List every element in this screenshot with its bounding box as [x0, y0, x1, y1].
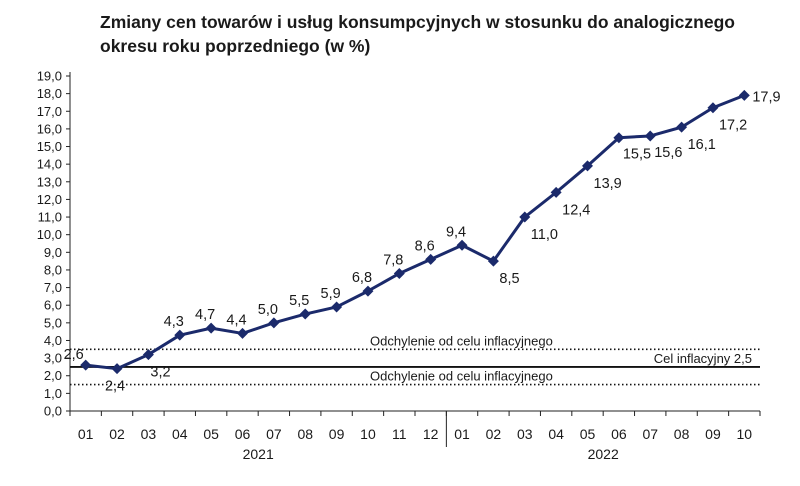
data-point-marker — [425, 253, 437, 265]
data-label: 8,5 — [499, 271, 519, 287]
data-point-marker — [738, 89, 750, 101]
data-point-marker — [331, 301, 343, 313]
x-tick-label: 05 — [580, 426, 596, 442]
x-tick-label: 10 — [737, 426, 753, 442]
x-tick-label: 01 — [78, 426, 94, 442]
data-point-marker — [237, 327, 248, 339]
data-point-marker — [268, 317, 280, 329]
y-tick-label: 3,0 — [44, 351, 62, 366]
data-point-marker — [299, 308, 311, 320]
data-point-marker — [111, 363, 123, 375]
x-tick-label: 11 — [392, 426, 407, 442]
y-tick-label: 19,0 — [37, 69, 62, 84]
y-tick-label: 14,0 — [37, 157, 62, 172]
x-tick-label: 06 — [611, 426, 627, 442]
x-tick-label: 06 — [235, 426, 251, 442]
data-label: 3,2 — [150, 365, 170, 381]
data-label: 17,2 — [719, 118, 747, 134]
x-tick-label: 08 — [674, 426, 690, 442]
y-tick-label: 4,0 — [44, 333, 62, 348]
y-tick-label: 12,0 — [37, 192, 62, 207]
data-label: 17,9 — [752, 89, 780, 105]
data-point-marker — [362, 285, 374, 297]
y-tick-label: 18,0 — [37, 86, 62, 101]
data-point-marker — [142, 349, 154, 361]
x-tick-label: 05 — [203, 426, 219, 442]
y-tick-label: 10,0 — [37, 227, 62, 242]
data-point-marker — [174, 329, 186, 341]
x-tick-label: 02 — [109, 426, 125, 442]
data-label: 2,6 — [64, 347, 84, 363]
y-tick-label: 7,0 — [44, 280, 62, 295]
data-point-marker — [80, 359, 92, 371]
data-point-marker — [582, 160, 593, 172]
reference-line-label: Odchylenie od celu inflacyjnego — [370, 369, 553, 384]
x-year-label: 2021 — [243, 446, 274, 462]
data-label: 4,3 — [164, 314, 184, 330]
data-label: 7,8 — [383, 252, 403, 268]
chart-title-line1: Zmiany cen towarów i usług konsumpcyjnyc… — [100, 12, 735, 32]
y-tick-label: 6,0 — [44, 298, 62, 313]
x-tick-label: 04 — [548, 426, 564, 442]
y-tick-label: 16,0 — [37, 121, 62, 136]
data-label: 16,1 — [688, 137, 716, 153]
data-label: 6,8 — [352, 270, 372, 286]
y-tick-label: 11,0 — [38, 210, 62, 225]
data-label: 5,5 — [289, 293, 309, 309]
y-tick-label: 1,0 — [44, 386, 62, 401]
y-tick-label: 17,0 — [37, 104, 62, 119]
data-label: 4,7 — [195, 307, 215, 323]
data-label: 13,9 — [594, 176, 622, 192]
x-year-label: 2022 — [588, 446, 619, 462]
x-tick-label: 01 — [454, 426, 470, 442]
y-tick-label: 5,0 — [44, 315, 62, 330]
data-point-marker — [205, 322, 217, 334]
data-point-marker — [676, 121, 688, 133]
x-tick-label: 09 — [329, 426, 345, 442]
data-point-marker — [487, 255, 499, 267]
y-tick-label: 13,0 — [37, 174, 62, 189]
x-tick-label: 04 — [172, 426, 188, 442]
data-point-marker — [393, 267, 405, 279]
y-tick-label: 15,0 — [37, 139, 62, 154]
data-point-marker — [707, 102, 719, 114]
y-tick-label: 0,0 — [44, 404, 62, 419]
x-tick-label: 08 — [297, 426, 313, 442]
y-tick-label: 2,0 — [44, 368, 62, 383]
chart-title: Zmiany cen towarów i usług konsumpcyjnyc… — [100, 10, 790, 58]
x-tick-label: 10 — [360, 426, 376, 442]
data-point-marker — [644, 130, 656, 142]
data-label: 15,6 — [654, 145, 682, 161]
data-label: 8,6 — [415, 238, 435, 254]
x-tick-label: 09 — [705, 426, 721, 442]
series-line — [85, 93, 745, 371]
data-point-marker — [613, 132, 625, 144]
data-label: 2,4 — [105, 379, 125, 395]
data-point-marker — [550, 186, 562, 198]
reference-line-label: Cel inflacyjny 2,5 — [654, 351, 752, 366]
data-label: 5,9 — [321, 286, 341, 302]
reference-line-label: Odchylenie od celu inflacyjnego — [370, 333, 553, 348]
data-label: 9,4 — [446, 224, 466, 240]
data-label: 15,5 — [623, 147, 651, 163]
x-tick-label: 12 — [423, 426, 439, 442]
data-label: 11,0 — [531, 227, 558, 243]
x-tick-label: 07 — [266, 426, 282, 442]
data-label: 12,4 — [562, 202, 590, 218]
data-point-marker — [519, 211, 531, 223]
x-tick-label: 07 — [642, 426, 658, 442]
x-tick-label: 03 — [517, 426, 533, 442]
chart-title-line2: okresu roku poprzedniego (w %) — [100, 36, 371, 56]
y-tick-label: 8,0 — [44, 262, 62, 277]
x-tick-label: 02 — [486, 426, 502, 442]
data-label: 5,0 — [258, 302, 278, 318]
y-tick-label: 9,0 — [44, 245, 62, 260]
data-point-marker — [456, 239, 468, 251]
data-label: 4,4 — [226, 312, 246, 328]
x-tick-label: 03 — [141, 426, 157, 442]
